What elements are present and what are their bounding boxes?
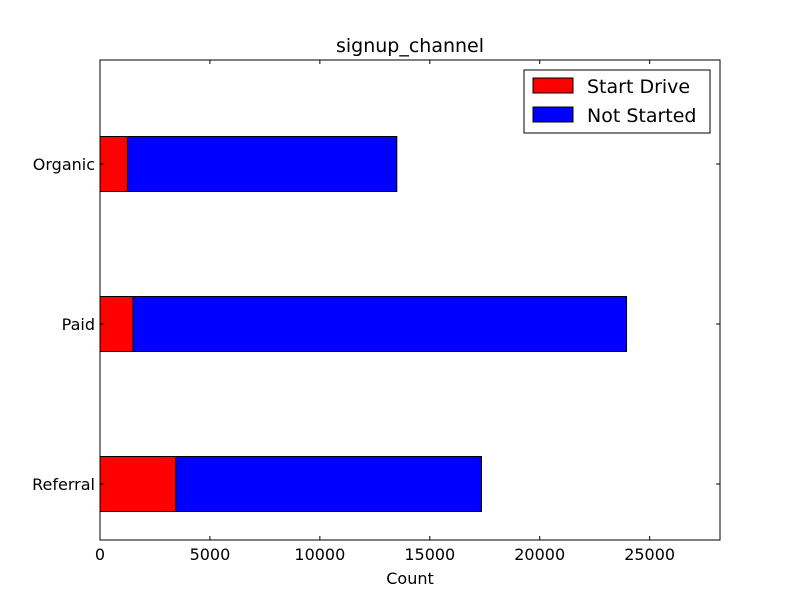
y-tick-label: Organic bbox=[33, 155, 95, 174]
legend-label-not-started: Not Started bbox=[587, 105, 697, 127]
x-tick-label: 15000 bbox=[404, 545, 455, 564]
legend: Start Drive Not Started bbox=[523, 69, 711, 134]
bar-organic-start-drive bbox=[99, 136, 128, 192]
bars-layer bbox=[99, 136, 628, 512]
bar-organic-not-started bbox=[126, 136, 398, 192]
bar-paid-not-started bbox=[132, 296, 628, 352]
x-axis-label: Count bbox=[386, 569, 434, 588]
bar-referral-start-drive bbox=[99, 456, 177, 512]
legend-swatch-not-started bbox=[532, 106, 574, 123]
x-tick-label: 20000 bbox=[514, 545, 565, 564]
x-tick-label: 5000 bbox=[190, 545, 231, 564]
y-tick-label: Referral bbox=[32, 475, 95, 494]
x-tick-label: 0 bbox=[95, 545, 105, 564]
x-tick-label: 25000 bbox=[624, 545, 675, 564]
chart-title: signup_channel bbox=[336, 35, 484, 57]
legend-swatch-start-drive bbox=[532, 77, 574, 94]
legend-label-start-drive: Start Drive bbox=[587, 76, 690, 98]
x-tick-label: 10000 bbox=[294, 545, 345, 564]
ticks-layer: Organic Paid Referral 0 5000 10000 15000 20000 2… bbox=[32, 60, 720, 564]
plot-frame bbox=[99, 59, 721, 541]
bar-referral-not-started bbox=[175, 456, 482, 512]
y-tick-label: Paid bbox=[62, 315, 95, 334]
bar-paid-start-drive bbox=[99, 296, 134, 352]
